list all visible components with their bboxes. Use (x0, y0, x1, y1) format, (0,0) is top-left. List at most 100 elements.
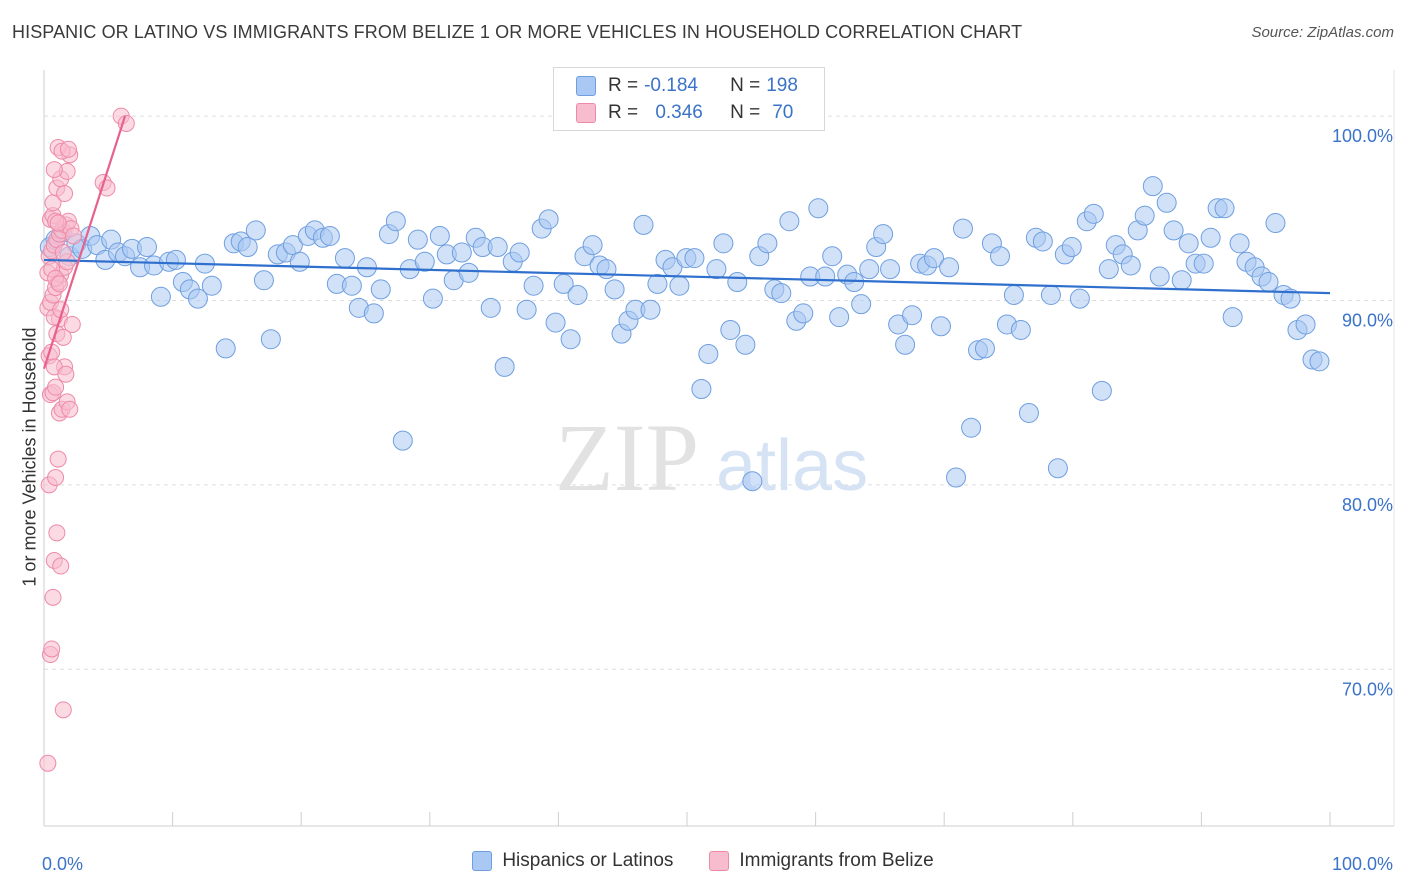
data-point-hispanics (1222, 307, 1243, 328)
data-point-hispanics (545, 312, 566, 333)
data-point-belize (65, 227, 83, 245)
data-point-hispanics (640, 299, 661, 320)
data-point-hispanics (334, 248, 355, 269)
data-point-hispanics (946, 467, 967, 488)
trend-line-belize (42, 115, 127, 370)
legend-item-hispanics[interactable]: Hispanics or Latinos (472, 850, 673, 872)
data-point-belize (43, 640, 61, 658)
data-point-hispanics (669, 275, 690, 296)
data-point-hispanics (902, 305, 923, 326)
grid-layer (44, 115, 1394, 670)
data-point-belize (63, 315, 81, 333)
data-point-hispanics (924, 248, 945, 269)
trend-lines (42, 115, 1331, 370)
data-point-hispanics (1018, 402, 1039, 423)
data-point-hispanics (1047, 458, 1068, 479)
data-point-hispanics (1091, 380, 1112, 401)
data-point-hispanics (1032, 231, 1053, 252)
data-point-hispanics (509, 242, 530, 263)
data-point-hispanics (793, 303, 814, 324)
data-point-hispanics (829, 307, 850, 328)
data-point-hispanics (895, 334, 916, 355)
data-point-hispanics (1098, 259, 1119, 280)
data-point-hispanics (684, 248, 705, 269)
data-point-hispanics (1309, 351, 1330, 372)
data-point-hispanics (480, 297, 501, 318)
data-point-hispanics (582, 235, 603, 256)
data-point-hispanics (1295, 314, 1316, 335)
data-point-hispanics (1156, 192, 1177, 213)
legend-r-label: R = (608, 75, 639, 96)
data-point-hispanics (1003, 284, 1024, 305)
data-point-hispanics (253, 270, 274, 291)
data-point-hispanics (727, 272, 748, 293)
data-point-hispanics (647, 273, 668, 294)
data-point-hispanics (961, 417, 982, 438)
data-point-hispanics (771, 283, 792, 304)
data-point-hispanics (822, 246, 843, 267)
data-point-hispanics (939, 257, 960, 278)
legend-row-hispanics: R = -0.184 N = 198 (576, 73, 804, 99)
trend-line-hispanics (43, 258, 1331, 295)
data-point-hispanics (596, 259, 617, 280)
data-point-hispanics (407, 229, 428, 250)
legend-n-label: N = (730, 102, 761, 123)
data-point-hispanics (494, 356, 515, 377)
data-point-belize (59, 140, 77, 158)
data-point-hispanics (1040, 284, 1061, 305)
data-point-hispanics (370, 279, 391, 300)
data-point-belize (47, 378, 65, 396)
data-point-hispanics (1069, 288, 1090, 309)
legend-r-value: 0.346 (655, 102, 703, 123)
stats-legend: R = -0.184 N = 198 R = 0.346 N = 70 (553, 67, 825, 131)
data-point-hispanics (952, 218, 973, 239)
data-point-hispanics (429, 225, 450, 246)
y-tick-label: 100.0% (1332, 126, 1393, 146)
data-point-hispanics (930, 316, 951, 337)
legend-n-label: N = (730, 75, 761, 96)
legend-swatch-blue (472, 851, 493, 871)
data-point-hispanics (150, 286, 171, 307)
data-point-hispanics (779, 211, 800, 232)
data-point-hispanics (1010, 319, 1031, 340)
data-point-hispanics (1134, 205, 1155, 226)
source-label: Source: ZipAtlas.com (1251, 24, 1394, 41)
data-point-hispanics (245, 220, 266, 241)
legend-row-belize: R = 0.346 N = 70 (576, 100, 799, 126)
data-point-hispanics (974, 338, 995, 359)
data-point-hispanics (523, 275, 544, 296)
data-point-hispanics (1178, 233, 1199, 254)
data-point-belize (52, 557, 70, 575)
data-point-hispanics (341, 275, 362, 296)
data-point-hispanics (815, 266, 836, 287)
data-point-hispanics (187, 288, 208, 309)
data-point-belize (56, 185, 74, 203)
data-point-hispanics (1061, 237, 1082, 258)
data-point-hispanics (385, 211, 406, 232)
data-point-hispanics (319, 225, 340, 246)
data-point-belize (47, 469, 65, 487)
data-point-hispanics (735, 334, 756, 355)
data-point-belize (49, 214, 67, 232)
data-point-hispanics (414, 251, 435, 272)
data-point-hispanics (990, 246, 1011, 267)
data-point-hispanics (137, 237, 158, 258)
data-point-hispanics (1280, 288, 1301, 309)
data-point-belize (50, 275, 68, 293)
y-tick-label: 80.0% (1342, 495, 1393, 515)
data-point-belize (54, 244, 72, 262)
legend-r-value: -0.184 (644, 75, 698, 96)
legend-n-value: 198 (766, 75, 798, 96)
data-point-hispanics (1142, 176, 1163, 197)
watermark-atlas: atlas (716, 426, 868, 506)
axes-layer (43, 70, 1395, 827)
data-point-hispanics (516, 299, 537, 320)
legend-n-value: 70 (772, 102, 794, 123)
data-point-hispanics (1149, 266, 1170, 287)
legend-item-label: Immigrants from Belize (739, 850, 934, 871)
data-point-hispanics (742, 471, 763, 492)
legend-item-belize[interactable]: Immigrants from Belize (709, 850, 934, 872)
data-point-hispanics (1265, 213, 1286, 234)
data-point-hispanics (1200, 227, 1221, 248)
